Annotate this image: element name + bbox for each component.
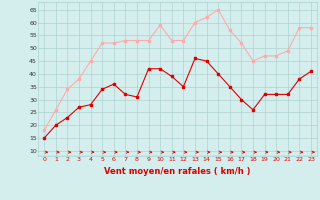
X-axis label: Vent moyen/en rafales ( km/h ): Vent moyen/en rafales ( km/h ) <box>104 167 251 176</box>
